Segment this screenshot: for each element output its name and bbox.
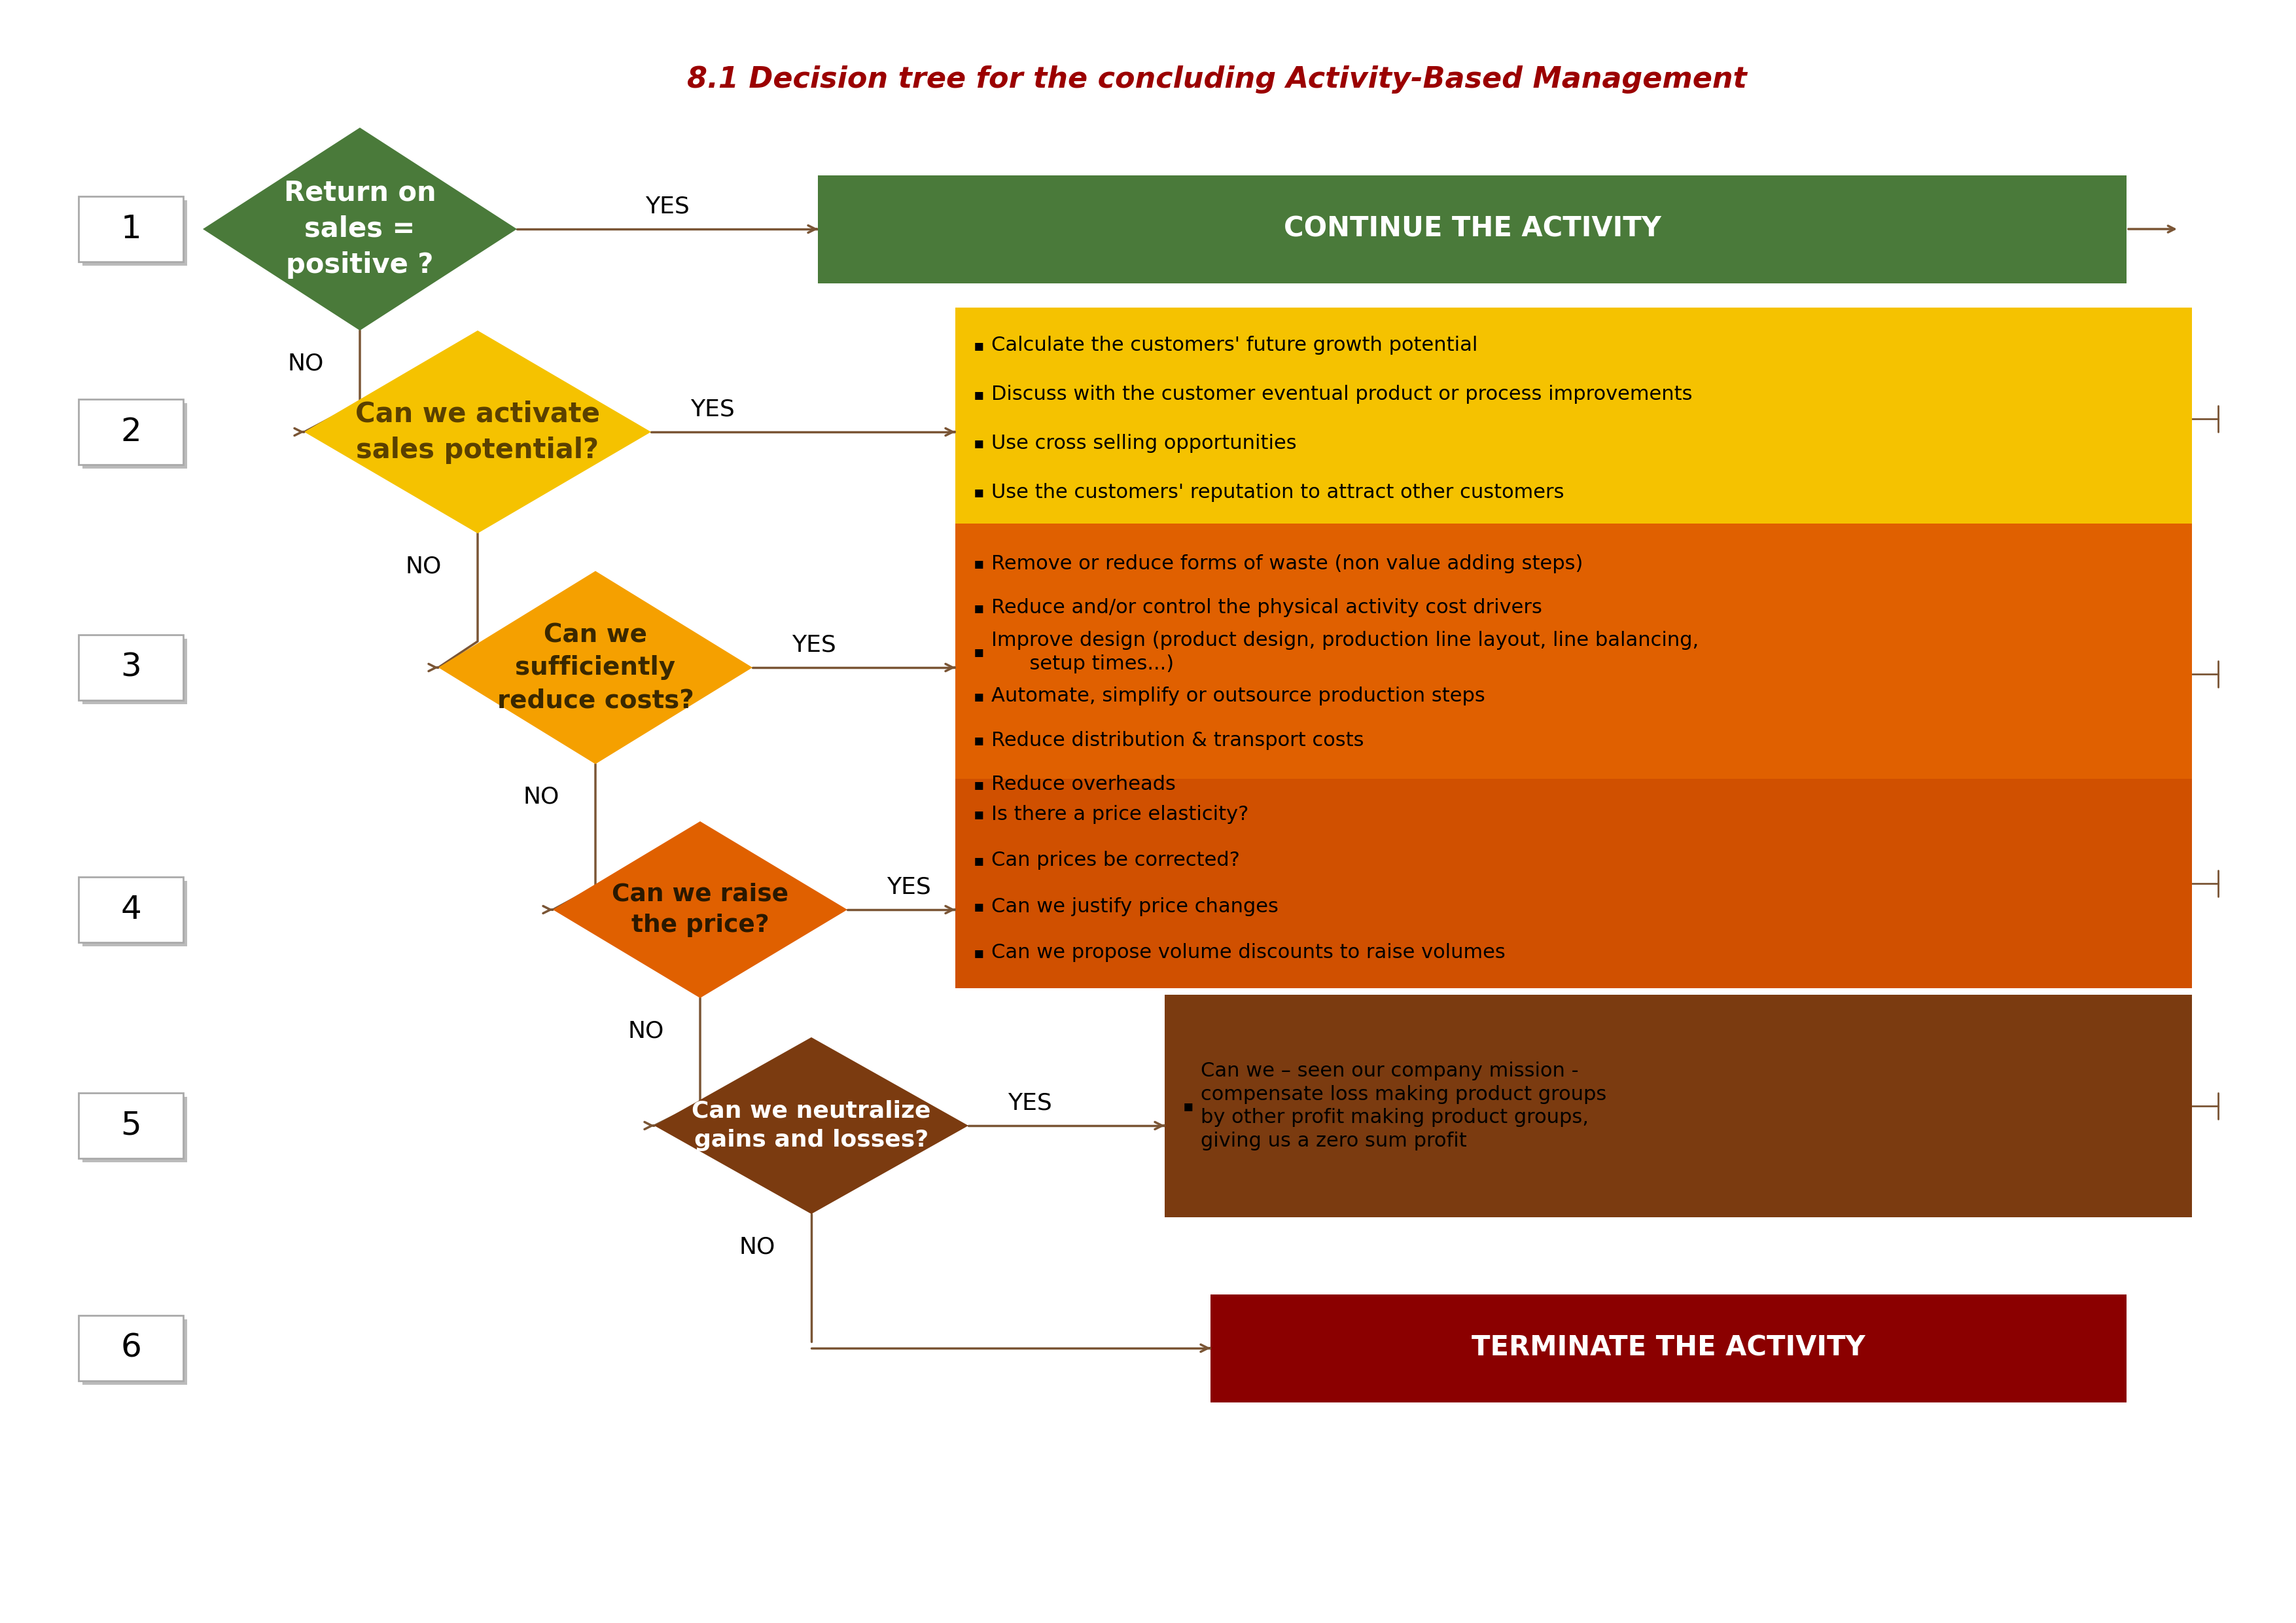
Polygon shape — [654, 1037, 969, 1214]
Text: NO: NO — [739, 1235, 776, 1258]
Text: Can prices be corrected?: Can prices be corrected? — [992, 850, 1240, 870]
Text: Can we activate
sales potential?: Can we activate sales potential? — [356, 401, 599, 464]
Text: ▪: ▪ — [974, 852, 985, 868]
Text: ▪: ▪ — [974, 899, 985, 914]
Text: ▪: ▪ — [974, 807, 985, 823]
FancyBboxPatch shape — [955, 524, 2193, 824]
Text: CONTINUE THE ACTIVITY: CONTINUE THE ACTIVITY — [1283, 216, 1660, 243]
Polygon shape — [439, 571, 753, 764]
Text: ▪: ▪ — [974, 484, 985, 500]
Text: 4: 4 — [119, 894, 142, 925]
Text: 2: 2 — [119, 415, 142, 448]
Text: Can we justify price changes: Can we justify price changes — [992, 898, 1279, 915]
Text: ▪: ▪ — [974, 435, 985, 451]
Text: Reduce overheads: Reduce overheads — [992, 774, 1176, 794]
FancyBboxPatch shape — [78, 399, 184, 464]
Polygon shape — [202, 128, 517, 331]
FancyBboxPatch shape — [78, 635, 184, 700]
Text: NO: NO — [287, 352, 324, 375]
Text: Is there a price elasticity?: Is there a price elasticity? — [992, 805, 1249, 824]
FancyBboxPatch shape — [1210, 1294, 2126, 1402]
FancyBboxPatch shape — [955, 308, 2193, 531]
Text: Use the customers' reputation to attract other customers: Use the customers' reputation to attract… — [992, 482, 1564, 502]
FancyBboxPatch shape — [955, 779, 2193, 988]
FancyBboxPatch shape — [83, 881, 188, 946]
Text: ▪: ▪ — [974, 601, 985, 615]
Text: ▪: ▪ — [1182, 1099, 1194, 1113]
FancyBboxPatch shape — [78, 196, 184, 261]
Text: YES: YES — [691, 398, 735, 420]
FancyBboxPatch shape — [83, 200, 188, 266]
Text: Calculate the customers' future growth potential: Calculate the customers' future growth p… — [992, 336, 1479, 355]
Text: ▪: ▪ — [974, 338, 985, 354]
FancyBboxPatch shape — [83, 1319, 188, 1384]
Text: NO: NO — [406, 555, 441, 578]
Text: YES: YES — [886, 876, 930, 898]
Text: ▪: ▪ — [974, 688, 985, 704]
FancyBboxPatch shape — [83, 639, 188, 704]
Text: YES: YES — [792, 633, 836, 656]
Text: Reduce and/or control the physical activity cost drivers: Reduce and/or control the physical activ… — [992, 599, 1543, 617]
Text: NO: NO — [523, 786, 560, 808]
Text: Can we raise
the price?: Can we raise the price? — [611, 883, 788, 936]
FancyBboxPatch shape — [83, 1097, 188, 1162]
Text: Can we neutralize
gains and losses?: Can we neutralize gains and losses? — [691, 1100, 930, 1151]
FancyBboxPatch shape — [1164, 995, 2193, 1217]
Text: ▪: ▪ — [974, 644, 985, 661]
Text: ▪: ▪ — [974, 732, 985, 748]
Text: 1: 1 — [119, 213, 142, 245]
Text: Can we – seen our company mission -
compensate loss making product groups
by oth: Can we – seen our company mission - comp… — [1201, 1061, 1607, 1151]
Text: 8.1 Decision tree for the concluding Activity-Based Management: 8.1 Decision tree for the concluding Act… — [687, 65, 1747, 94]
Text: TERMINATE THE ACTIVITY: TERMINATE THE ACTIVITY — [1472, 1334, 1864, 1362]
Text: ▪: ▪ — [974, 555, 985, 571]
Text: 3: 3 — [119, 652, 142, 683]
Text: Use cross selling opportunities: Use cross selling opportunities — [992, 433, 1297, 453]
FancyBboxPatch shape — [78, 876, 184, 943]
Text: 5: 5 — [119, 1110, 142, 1141]
Text: Remove or reduce forms of waste (non value adding steps): Remove or reduce forms of waste (non val… — [992, 553, 1582, 573]
Polygon shape — [305, 331, 652, 534]
Text: YES: YES — [645, 195, 689, 217]
Text: NO: NO — [627, 1019, 664, 1042]
Text: ▪: ▪ — [974, 945, 985, 961]
Text: Discuss with the customer eventual product or process improvements: Discuss with the customer eventual produ… — [992, 385, 1692, 404]
Text: Return on
sales =
positive ?: Return on sales = positive ? — [285, 179, 436, 279]
Text: ▪: ▪ — [974, 386, 985, 403]
Polygon shape — [553, 821, 847, 998]
FancyBboxPatch shape — [83, 403, 188, 469]
Text: 6: 6 — [119, 1332, 142, 1363]
Text: Can we propose volume discounts to raise volumes: Can we propose volume discounts to raise… — [992, 943, 1506, 962]
Text: Reduce distribution & transport costs: Reduce distribution & transport costs — [992, 730, 1364, 750]
Text: Automate, simplify or outsource production steps: Automate, simplify or outsource producti… — [992, 687, 1486, 706]
FancyBboxPatch shape — [78, 1092, 184, 1159]
FancyBboxPatch shape — [817, 175, 2126, 282]
Text: Can we
sufficiently
reduce costs?: Can we sufficiently reduce costs? — [496, 622, 693, 712]
Text: ▪: ▪ — [974, 776, 985, 792]
Text: YES: YES — [1008, 1092, 1052, 1113]
Text: Improve design (product design, production line layout, line balancing,
      se: Improve design (product design, producti… — [992, 631, 1699, 674]
FancyBboxPatch shape — [78, 1315, 184, 1381]
